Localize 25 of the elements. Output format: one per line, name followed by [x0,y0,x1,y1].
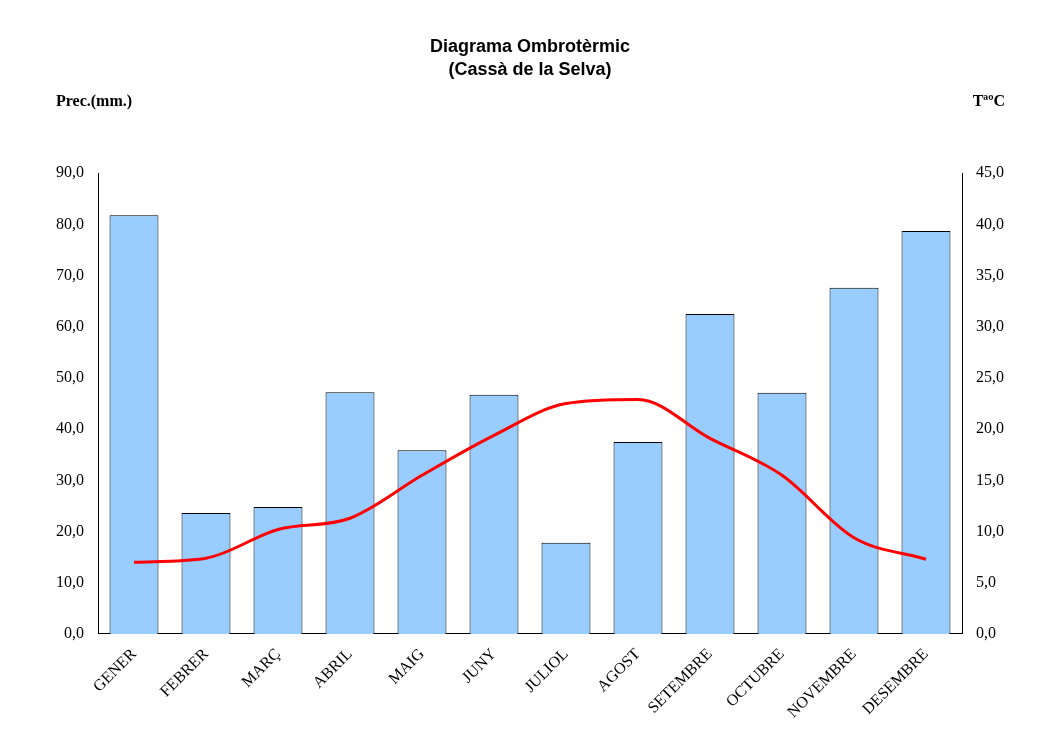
chart-title: Diagrama Ombrotèrmic [429,35,631,56]
y-tick-label: 60,0 [56,316,84,334]
y-tick-label: 20,0 [56,521,84,539]
y2-tick-label: 30,0 [976,316,1004,334]
line-series [132,397,928,564]
y2-tick-label: 25,0 [976,368,1004,386]
y-tick-label: 50,0 [56,368,84,386]
y2-tick-label: 5,0 [976,572,996,590]
y2-tick-label: 40,0 [976,214,1004,232]
y2-tick-label: 15,0 [976,470,1004,488]
y-tick-label: 80,0 [56,214,84,232]
y2-axis-title: TªºC [972,92,1005,109]
y-tick-label: 40,0 [56,419,84,437]
y2-tick-label: 10,0 [976,521,1004,539]
y-tick-label: 90,0 [56,163,84,181]
y-tick-label: 30,0 [56,470,84,488]
y2-tick-label: 0,0 [976,624,996,642]
y2-tick-label: 20,0 [976,419,1004,437]
y-axis-title: Prec.(mm.) [56,92,133,110]
y2-tick-label: 35,0 [976,265,1004,283]
y2-tick-label: 45,0 [976,163,1004,181]
y-tick-label: 70,0 [56,265,84,283]
chart-subtitle: (Cassà de la Selva) [448,59,612,80]
y-tick-label: 10,0 [56,572,84,590]
y-tick-label: 0,0 [64,624,84,642]
